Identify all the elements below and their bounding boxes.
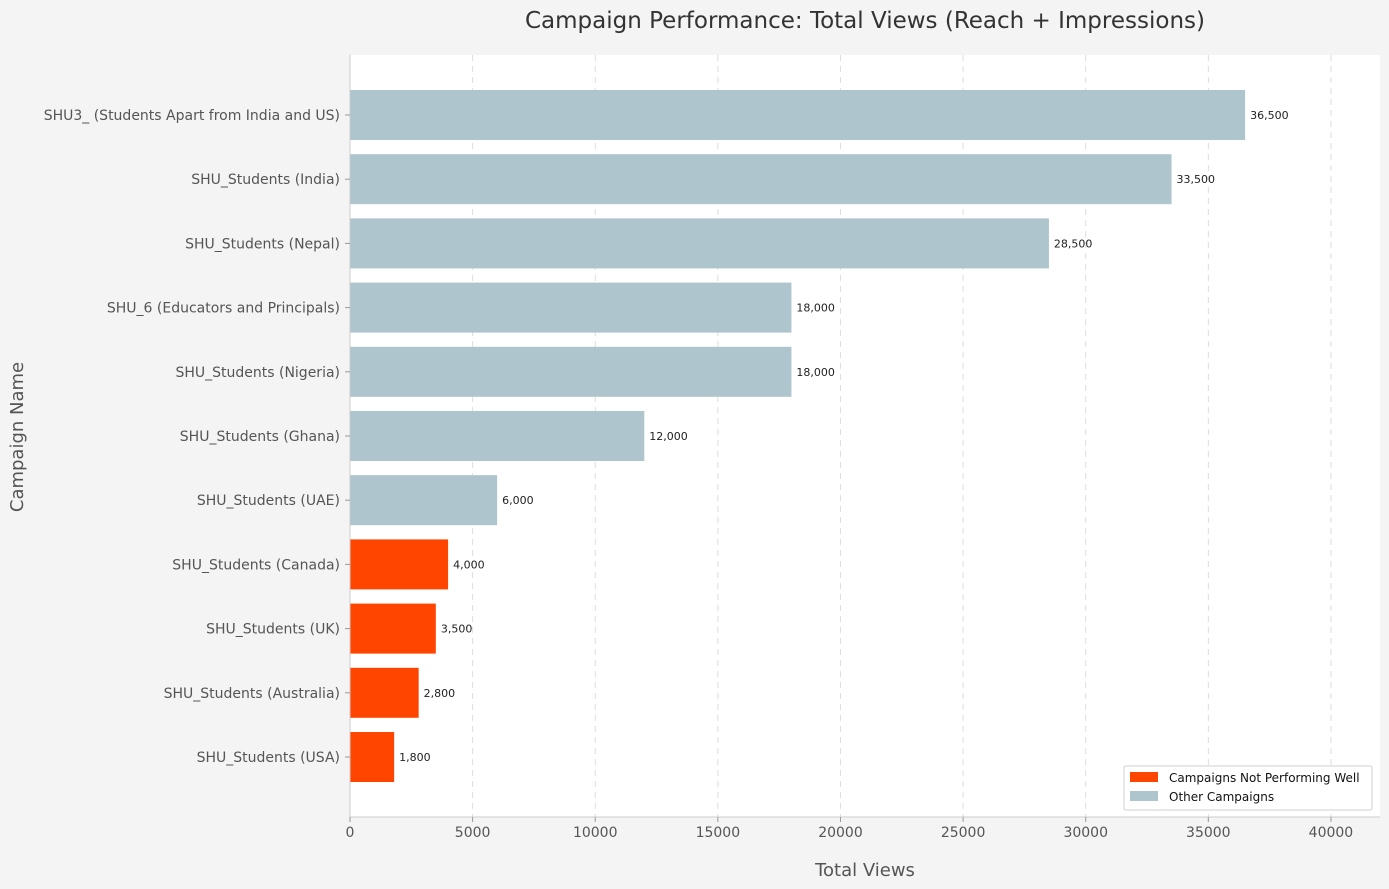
x-tick-label: 5000 <box>455 825 491 841</box>
y-tick-label: SHU_Students (Nepal) <box>185 236 340 252</box>
data-label: 28,500 <box>1054 237 1093 250</box>
y-tick-label: SHU_Students (Nigeria) <box>175 365 340 381</box>
x-tick-label: 30000 <box>1063 825 1108 841</box>
x-tick-label: 15000 <box>696 825 741 841</box>
bar <box>350 90 1246 140</box>
data-label: 6,000 <box>502 494 533 507</box>
bars <box>350 90 1246 782</box>
x-tick-label: 10000 <box>573 825 618 841</box>
x-tick-label: 20000 <box>818 825 863 841</box>
data-label: 3,500 <box>441 623 473 636</box>
x-axis-label: Total Views <box>814 860 915 881</box>
bar <box>350 732 395 782</box>
data-label: 2,800 <box>424 687 456 700</box>
x-tick-label: 0 <box>346 825 355 841</box>
y-tick-label: SHU_Students (Australia) <box>164 686 340 702</box>
bar <box>350 475 498 526</box>
y-ticks: SHU3_ (Students Apart from India and US)… <box>44 108 350 766</box>
y-axis-label: Campaign Name <box>7 362 28 512</box>
data-label: 12,000 <box>649 430 688 443</box>
y-tick-label: SHU_Students (UAE) <box>197 493 340 509</box>
legend-label: Campaigns Not Performing Well <box>1169 771 1360 785</box>
data-label: 18,000 <box>796 302 835 315</box>
bar <box>350 346 792 397</box>
bar <box>350 411 645 461</box>
x-tick-label: 35000 <box>1186 825 1231 841</box>
legend-label: Other Campaigns <box>1169 790 1274 804</box>
bar <box>350 667 419 718</box>
y-tick-label: SHU_Students (UK) <box>206 622 340 638</box>
bar <box>350 603 436 654</box>
bar <box>350 218 1049 269</box>
legend-swatch <box>1130 772 1158 782</box>
data-label: 33,500 <box>1177 173 1216 186</box>
y-tick-label: SHU_Students (Ghana) <box>180 429 340 445</box>
chart-title: Campaign Performance: Total Views (Reach… <box>525 8 1205 34</box>
x-tick-label: 25000 <box>941 825 986 841</box>
legend-box <box>1123 765 1373 811</box>
x-tick-label: 40000 <box>1309 825 1354 841</box>
bar <box>350 282 792 333</box>
x-ticks: 0 5000 10000 15000 20000 25000 30000 35000 40000 <box>346 817 1354 841</box>
y-tick-label: SHU3_ (Students Apart from India and US) <box>44 108 340 124</box>
legend: Campaigns Not Performing Well Other Campa… <box>1123 765 1373 811</box>
value-labels: 36,500 33,500 28,500 18,000 18,000 12,000 6,00… <box>399 109 1288 764</box>
data-label: 36,500 <box>1250 109 1289 122</box>
legend-items: Campaigns Not Performing Well Other Campa… <box>1130 771 1360 804</box>
bar <box>350 154 1172 205</box>
data-label: 18,000 <box>796 366 835 379</box>
bar <box>350 539 449 590</box>
y-tick-label: SHU_Students (India) <box>191 172 340 188</box>
data-label: 1,800 <box>399 751 431 764</box>
y-tick-label: SHU_6 (Educators and Principals) <box>107 301 340 317</box>
y-tick-label: SHU_Students (USA) <box>197 750 340 766</box>
y-tick-label: SHU_Students (Canada) <box>172 557 340 573</box>
data-label: 4,000 <box>453 558 485 571</box>
legend-swatch <box>1130 791 1158 801</box>
